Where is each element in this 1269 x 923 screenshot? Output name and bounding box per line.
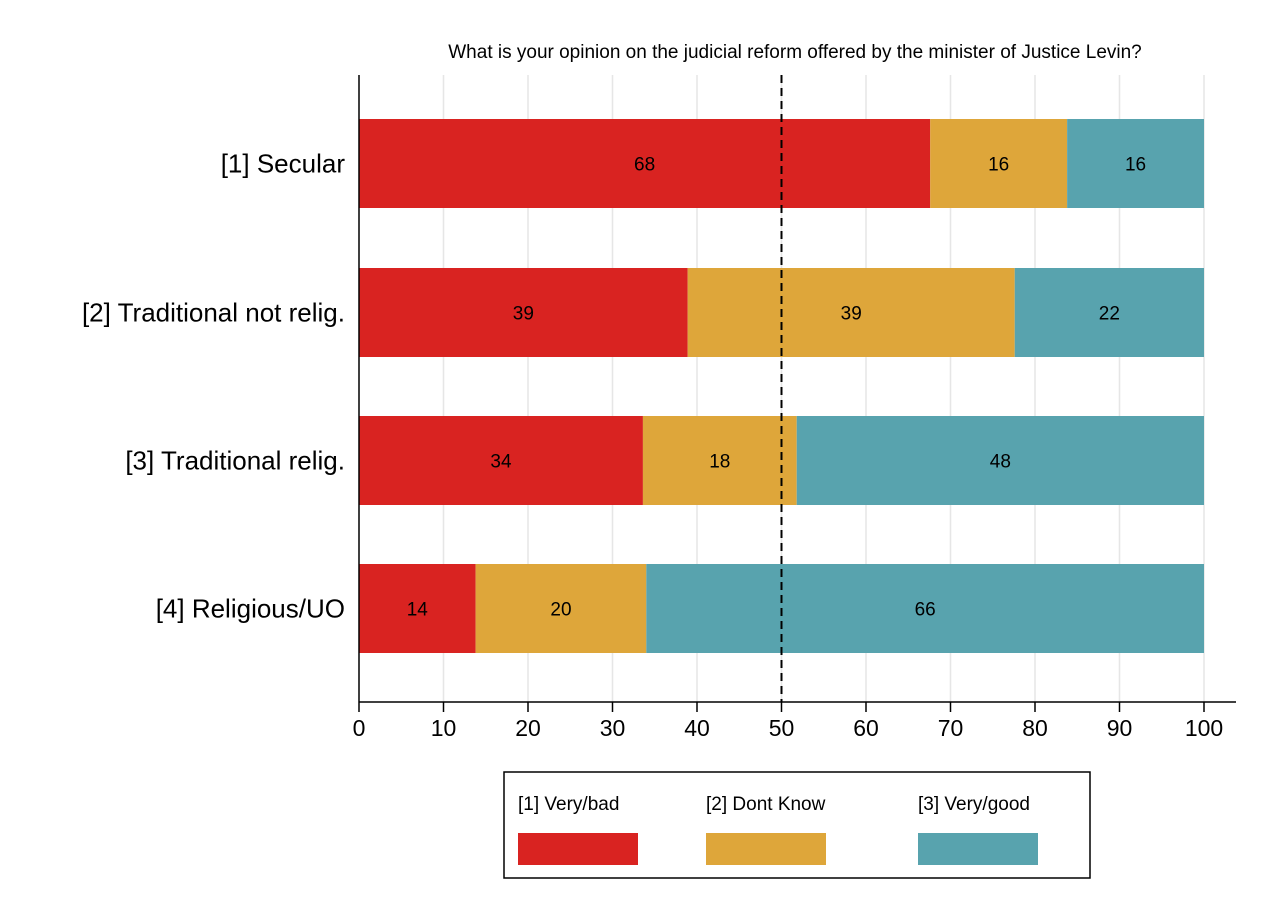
data-label: 34 [490,452,512,473]
data-label: 39 [841,304,862,325]
legend-label: [2] Dont Know [706,794,826,815]
legend-label: [3] Very/good [918,794,1030,815]
category-label: [1] Secular [221,149,346,179]
x-tick-label: 50 [769,715,795,741]
bar-segment [930,119,1068,208]
data-label: 16 [988,155,1009,176]
legend-swatch [706,833,826,865]
x-tick-label: 10 [431,715,457,741]
x-tick-label: 0 [353,715,366,741]
bar-segment [646,564,1204,653]
bar-segment [359,268,688,357]
bar-segment [475,564,647,653]
x-tick-label: 90 [1107,715,1133,741]
x-tick-label: 40 [684,715,710,741]
x-tick-label: 100 [1185,715,1223,741]
bar-segment [359,416,643,505]
data-label: 66 [915,600,936,621]
x-tick-label: 60 [853,715,879,741]
legend-label: [1] Very/bad [518,794,619,815]
data-label: 18 [709,452,730,473]
category-label: [2] Traditional not relig. [82,298,345,328]
bar-segment [359,119,931,208]
legend-swatch [918,833,1038,865]
legend-swatch [518,833,638,865]
bar-segment [1014,268,1204,357]
data-label: 22 [1099,304,1120,325]
chart-title: What is your opinion on the judicial ref… [448,42,1142,63]
data-label: 20 [550,600,571,621]
data-label: 14 [407,600,429,621]
bar-segment [1067,119,1204,208]
category-label: [4] Religious/UO [156,594,345,624]
data-label: 39 [513,304,534,325]
x-tick-label: 20 [515,715,541,741]
category-label: [3] Traditional relig. [125,446,345,476]
bar-segment [359,564,476,653]
data-label: 68 [634,155,655,176]
bar-segment [796,416,1204,505]
bar-segment [642,416,797,505]
x-tick-label: 70 [938,715,964,741]
x-tick-label: 30 [600,715,626,741]
data-label: 48 [990,452,1011,473]
bar-segment [687,268,1015,357]
x-tick-label: 80 [1022,715,1048,741]
data-label: 16 [1125,155,1146,176]
